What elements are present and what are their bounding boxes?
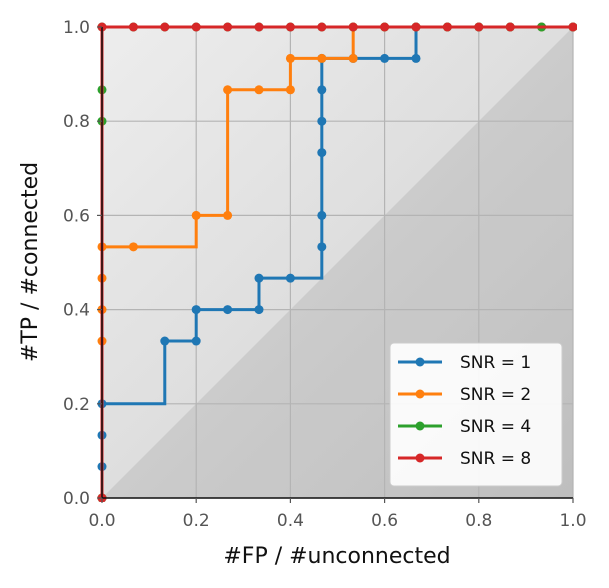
legend-marker (415, 389, 425, 399)
data-point (474, 22, 484, 32)
legend-marker (415, 357, 425, 367)
data-point (411, 22, 421, 32)
data-point (317, 148, 327, 158)
series-line (100, 25, 573, 498)
x-tick-label: 0.8 (465, 511, 492, 531)
x-tick-label: 0.4 (277, 511, 304, 531)
data-point (254, 305, 264, 315)
data-point (317, 242, 327, 252)
data-point (191, 22, 201, 32)
legend: SNR = 1 SNR = 2 SNR = 4 SNR = 8 (389, 342, 563, 487)
data-point (160, 22, 170, 32)
y-tick-label: 0.0 (63, 489, 90, 509)
data-point (317, 53, 327, 63)
data-point (348, 22, 358, 32)
data-point (568, 22, 577, 32)
legend-marker (415, 453, 425, 463)
legend-box (389, 342, 563, 487)
y-axis-label: #TP / #connected (18, 162, 43, 362)
data-point (254, 273, 264, 283)
data-point (317, 22, 327, 32)
legend-label: SNR = 8 (460, 449, 531, 469)
y-tick-label: 1.0 (63, 18, 90, 38)
data-point (317, 210, 327, 220)
data-point (223, 305, 233, 315)
legend-marker (415, 421, 425, 431)
y-tick-label: 0.8 (63, 112, 90, 132)
data-point (411, 53, 421, 63)
data-point (380, 53, 390, 63)
data-point (348, 53, 358, 63)
data-point (223, 22, 233, 32)
series-layer (97, 22, 577, 502)
data-point (254, 85, 264, 95)
y-tick-label: 0.6 (63, 206, 90, 226)
data-point (191, 305, 201, 315)
x-axis-label: #FP / #unconnected (223, 544, 450, 569)
tick-labels: 0.0 0.2 0.4 0.6 0.8 1.0 0.0 0.2 0.4 0.6 0.8 1.0 (63, 18, 587, 531)
data-point (442, 22, 452, 32)
x-tick-label: 0.0 (88, 511, 115, 531)
data-point (317, 116, 327, 126)
x-tick-label: 0.6 (371, 511, 398, 531)
data-point (285, 273, 295, 283)
data-point (285, 22, 295, 32)
data-point (223, 85, 233, 95)
series-4 (97, 22, 577, 502)
data-point (317, 85, 327, 95)
data-point (191, 210, 201, 220)
data-point (191, 336, 201, 346)
y-tick-label: 0.4 (63, 301, 90, 321)
data-point (285, 85, 295, 95)
x-tick-label: 0.2 (183, 511, 210, 531)
data-point (285, 53, 295, 63)
x-tick-label: 1.0 (559, 511, 586, 531)
data-point (254, 22, 264, 32)
legend-label: SNR = 2 (460, 385, 531, 405)
data-point (380, 22, 390, 32)
y-tick-label: 0.2 (63, 395, 90, 415)
data-point (505, 22, 515, 32)
legend-label: SNR = 1 (460, 353, 531, 373)
data-point (160, 336, 170, 346)
data-point (128, 242, 138, 252)
legend-label: SNR = 4 (460, 417, 531, 437)
data-point (223, 210, 233, 220)
data-point (128, 22, 138, 32)
